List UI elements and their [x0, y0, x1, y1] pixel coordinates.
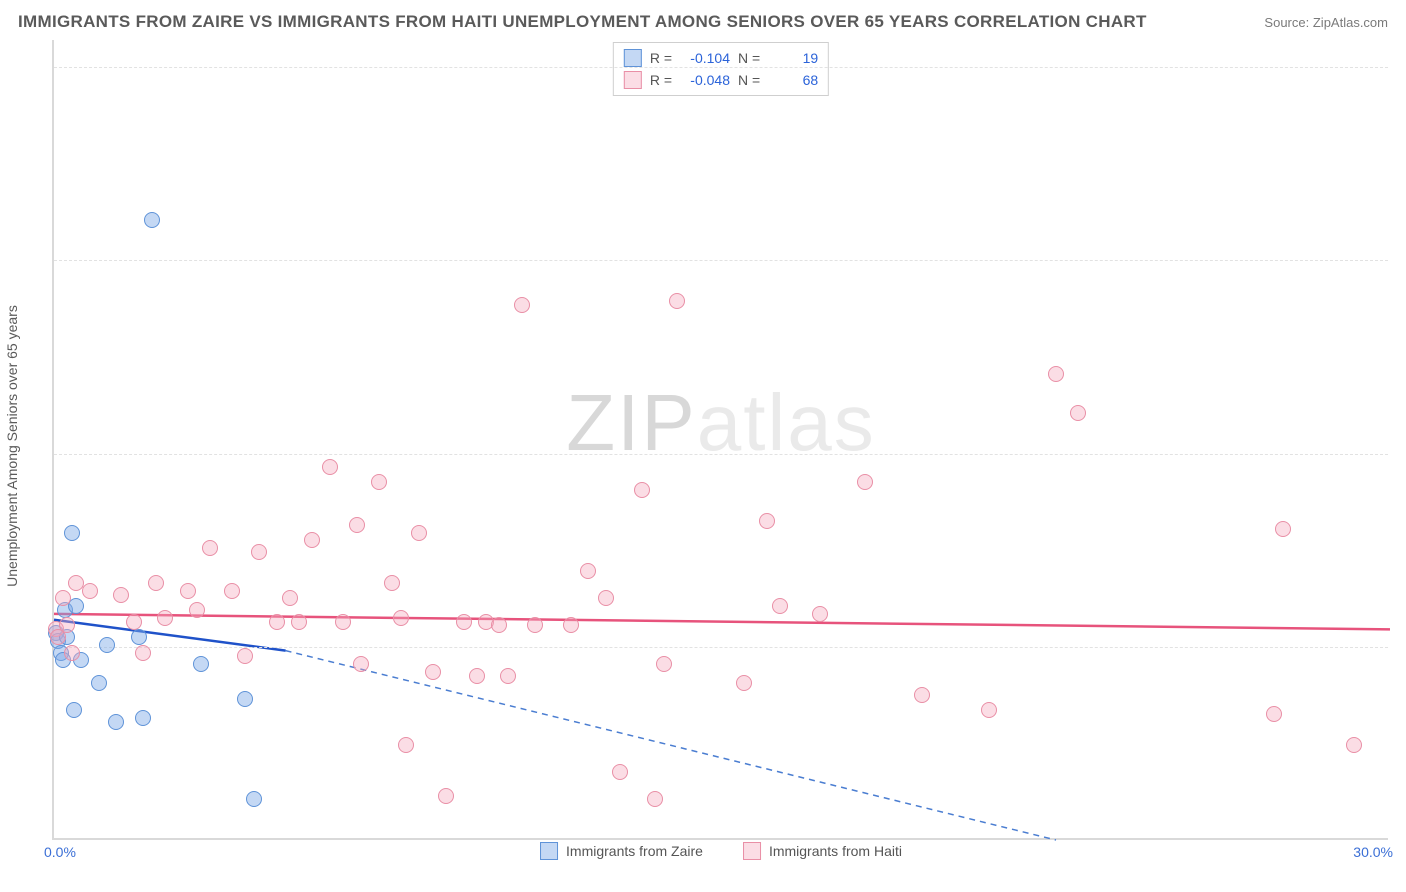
data-point-haiti [55, 590, 71, 606]
data-point-haiti [563, 617, 579, 633]
data-point-zaire [246, 791, 262, 807]
data-point-zaire [91, 675, 107, 691]
gridline [54, 647, 1388, 648]
data-point-zaire [99, 637, 115, 653]
data-point-haiti [113, 587, 129, 603]
data-point-haiti [304, 532, 320, 548]
data-point-haiti [1070, 405, 1086, 421]
data-point-zaire [68, 598, 84, 614]
y-tick-label: 20.0% [1393, 59, 1406, 75]
data-point-haiti [456, 614, 472, 630]
data-point-haiti [1275, 521, 1291, 537]
swatch-haiti [624, 71, 642, 89]
data-point-haiti [269, 614, 285, 630]
swatch-zaire-icon [540, 842, 558, 860]
data-point-haiti [59, 617, 75, 633]
y-axis-title: Unemployment Among Seniors over 65 years [4, 305, 20, 587]
data-point-zaire [135, 710, 151, 726]
data-point-haiti [500, 668, 516, 684]
data-point-haiti [291, 614, 307, 630]
data-point-haiti [371, 474, 387, 490]
data-point-haiti [384, 575, 400, 591]
data-point-zaire [144, 212, 160, 228]
source-attribution: Source: ZipAtlas.com [1264, 15, 1388, 30]
legend-item-zaire: Immigrants from Zaire [540, 842, 703, 860]
data-point-haiti [772, 598, 788, 614]
data-point-haiti [981, 702, 997, 718]
data-point-haiti [180, 583, 196, 599]
data-point-haiti [438, 788, 454, 804]
data-point-zaire [193, 656, 209, 672]
data-point-haiti [135, 645, 151, 661]
gridline [54, 454, 1388, 455]
data-point-haiti [1048, 366, 1064, 382]
data-point-zaire [64, 525, 80, 541]
data-point-zaire [131, 629, 147, 645]
stats-row-haiti: R = -0.048 N = 68 [624, 69, 818, 91]
data-point-haiti [580, 563, 596, 579]
data-point-haiti [736, 675, 752, 691]
data-point-haiti [527, 617, 543, 633]
data-point-haiti [1266, 706, 1282, 722]
data-point-haiti [598, 590, 614, 606]
data-point-haiti [335, 614, 351, 630]
data-point-zaire [108, 714, 124, 730]
data-point-zaire [237, 691, 253, 707]
data-point-haiti [251, 544, 267, 560]
stats-legend: R = -0.104 N = 19 R = -0.048 N = 68 [613, 42, 829, 96]
data-point-haiti [857, 474, 873, 490]
y-tick-label: 10.0% [1393, 446, 1406, 462]
data-point-haiti [64, 645, 80, 661]
data-point-haiti [812, 606, 828, 622]
data-point-haiti [282, 590, 298, 606]
data-point-haiti [148, 575, 164, 591]
data-point-haiti [353, 656, 369, 672]
data-point-haiti [189, 602, 205, 618]
scatter-plot: ZIPatlas R = -0.104 N = 19 R = -0.048 N … [52, 40, 1388, 840]
x-axis-origin: 0.0% [44, 844, 76, 860]
swatch-zaire [624, 49, 642, 67]
data-point-haiti [82, 583, 98, 599]
data-point-haiti [759, 513, 775, 529]
source-link[interactable]: ZipAtlas.com [1313, 15, 1388, 30]
data-point-haiti [157, 610, 173, 626]
x-axis-max: 30.0% [1353, 844, 1393, 860]
data-point-haiti [656, 656, 672, 672]
y-tick-label: 5.0% [1393, 639, 1406, 655]
data-point-haiti [349, 517, 365, 533]
swatch-haiti-icon [743, 842, 761, 860]
trend-lines [54, 40, 1388, 838]
data-point-haiti [126, 614, 142, 630]
y-tick-label: 15.0% [1393, 252, 1406, 268]
data-point-haiti [469, 668, 485, 684]
data-point-haiti [237, 648, 253, 664]
chart-title: IMMIGRANTS FROM ZAIRE VS IMMIGRANTS FROM… [18, 12, 1147, 32]
data-point-haiti [425, 664, 441, 680]
data-point-haiti [514, 297, 530, 313]
data-point-haiti [393, 610, 409, 626]
data-point-haiti [634, 482, 650, 498]
data-point-haiti [647, 791, 663, 807]
data-point-haiti [491, 617, 507, 633]
data-point-haiti [202, 540, 218, 556]
data-point-haiti [411, 525, 427, 541]
gridline [54, 260, 1388, 261]
data-point-haiti [322, 459, 338, 475]
stats-row-zaire: R = -0.104 N = 19 [624, 47, 818, 69]
watermark: ZIPatlas [566, 377, 875, 469]
data-point-zaire [66, 702, 82, 718]
legend-item-haiti: Immigrants from Haiti [743, 842, 902, 860]
data-point-haiti [398, 737, 414, 753]
data-point-haiti [612, 764, 628, 780]
data-point-haiti [914, 687, 930, 703]
gridline [54, 67, 1388, 68]
data-point-haiti [1346, 737, 1362, 753]
data-point-haiti [669, 293, 685, 309]
series-legend: Immigrants from Zaire Immigrants from Ha… [540, 842, 902, 860]
data-point-haiti [224, 583, 240, 599]
